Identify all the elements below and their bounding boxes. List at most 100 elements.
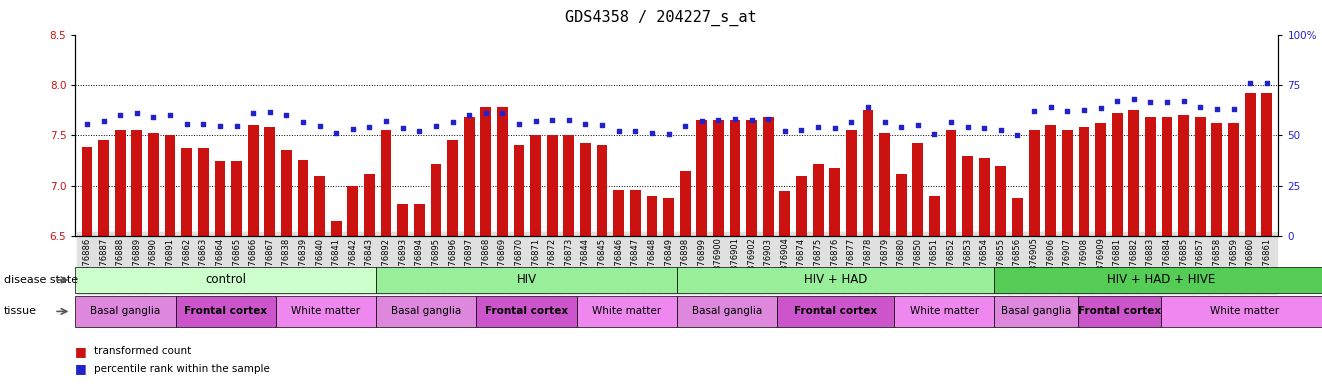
Bar <box>1261 93 1272 236</box>
Point <box>408 128 430 134</box>
Point <box>459 112 480 118</box>
Point <box>426 122 447 129</box>
Point <box>143 114 164 120</box>
Point <box>525 118 546 124</box>
Point <box>775 128 796 134</box>
Point <box>841 119 862 125</box>
Bar <box>181 149 192 236</box>
Text: Frontal cortex: Frontal cortex <box>1077 306 1161 316</box>
Point <box>1124 96 1145 102</box>
Bar <box>1079 127 1089 236</box>
Bar <box>697 120 707 236</box>
Point <box>276 112 297 118</box>
Text: Basal ganglia: Basal ganglia <box>1001 306 1071 316</box>
Text: GDS4358 / 204227_s_at: GDS4358 / 204227_s_at <box>566 10 756 26</box>
Bar <box>576 296 677 327</box>
Bar <box>165 136 176 236</box>
Point <box>1140 99 1161 105</box>
Point <box>226 123 247 129</box>
Point <box>742 117 763 123</box>
Point <box>724 116 746 122</box>
Point <box>1107 98 1128 104</box>
Bar <box>348 186 358 236</box>
Point <box>242 110 263 116</box>
Bar <box>846 130 857 236</box>
Point <box>1007 132 1029 139</box>
Point <box>691 118 713 124</box>
Text: ■: ■ <box>75 345 87 358</box>
Bar <box>315 176 325 236</box>
Bar <box>214 161 225 236</box>
Bar <box>264 127 275 236</box>
Bar <box>894 296 994 327</box>
Point <box>1223 106 1244 112</box>
Bar <box>613 190 624 236</box>
Point <box>93 118 114 124</box>
Point <box>542 117 563 123</box>
Bar <box>176 296 276 327</box>
Point <box>1073 106 1095 113</box>
Bar <box>813 164 824 236</box>
Bar <box>1228 123 1239 236</box>
Point <box>957 124 978 131</box>
Point <box>176 121 197 127</box>
Bar <box>1095 123 1107 236</box>
Point <box>791 127 812 133</box>
Bar <box>431 164 442 236</box>
Bar <box>1178 115 1188 236</box>
Point <box>1206 106 1227 112</box>
Text: HIV: HIV <box>517 273 537 286</box>
Bar <box>414 204 424 236</box>
Text: ■: ■ <box>75 362 87 375</box>
Point <box>1240 80 1261 86</box>
Point <box>160 112 181 118</box>
Point <box>591 122 612 128</box>
Bar <box>131 130 143 236</box>
Bar <box>547 136 558 236</box>
Point <box>492 110 513 116</box>
Point <box>509 121 530 127</box>
Point <box>209 123 230 129</box>
Bar <box>364 174 375 236</box>
Bar <box>780 191 791 236</box>
Text: HIV + HAD: HIV + HAD <box>804 273 867 286</box>
Point <box>1023 108 1044 114</box>
Bar <box>1029 130 1039 236</box>
Bar <box>1013 198 1023 236</box>
Bar <box>730 120 740 236</box>
Bar <box>829 168 839 236</box>
Bar <box>563 136 574 236</box>
Point <box>641 130 662 136</box>
Bar <box>1046 125 1056 236</box>
Bar <box>82 147 93 236</box>
Text: Basal ganglia: Basal ganglia <box>90 306 160 316</box>
Bar <box>480 107 492 236</box>
Point <box>1056 108 1077 114</box>
Bar <box>247 125 259 236</box>
Text: disease state: disease state <box>4 275 78 285</box>
Point <box>758 116 779 122</box>
Bar <box>763 117 773 236</box>
Bar <box>276 296 375 327</box>
Bar <box>75 267 377 293</box>
Bar <box>297 160 308 236</box>
Point <box>891 124 912 131</box>
Point <box>358 124 379 131</box>
Point <box>858 104 879 110</box>
Bar <box>115 130 126 236</box>
Bar <box>912 144 923 236</box>
Text: Basal ganglia: Basal ganglia <box>391 306 461 316</box>
Point <box>707 117 728 123</box>
Point <box>1040 104 1062 110</box>
Bar <box>879 133 890 236</box>
Bar <box>98 141 108 236</box>
Point <box>309 123 330 129</box>
Point <box>325 130 346 136</box>
Point <box>1091 104 1112 111</box>
Bar <box>629 190 641 236</box>
Point <box>625 128 646 134</box>
Point <box>342 126 364 132</box>
Bar <box>994 296 1077 327</box>
Bar <box>1245 93 1256 236</box>
Bar <box>1211 123 1223 236</box>
